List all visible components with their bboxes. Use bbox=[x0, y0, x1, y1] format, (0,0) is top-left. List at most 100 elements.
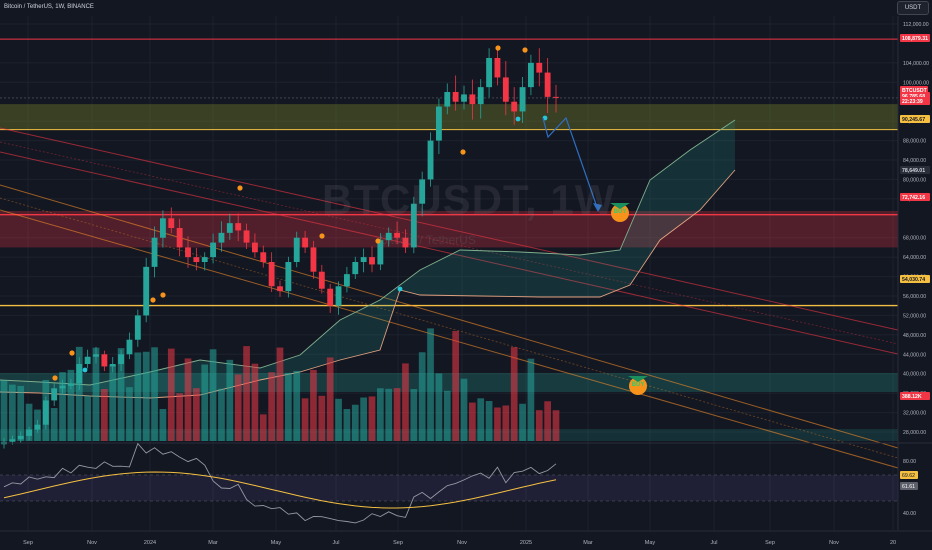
candle bbox=[201, 252, 208, 271]
volume-bar bbox=[318, 395, 326, 441]
time-tick-label: Mar bbox=[208, 540, 218, 546]
price-label-bg bbox=[900, 34, 930, 42]
candle-body bbox=[126, 339, 133, 355]
rsi-tick-label: 80.00 bbox=[903, 459, 916, 465]
price-tick-label: 68,000.00 bbox=[903, 236, 926, 242]
volume-bar bbox=[385, 388, 393, 441]
volume-bar bbox=[427, 328, 434, 441]
candle-body bbox=[42, 400, 49, 425]
channel-line bbox=[0, 151, 899, 355]
volume-bar bbox=[368, 396, 376, 441]
candle bbox=[452, 75, 459, 111]
candles[interactable] bbox=[1, 48, 559, 449]
volume-bar bbox=[351, 404, 359, 441]
volume-bar bbox=[234, 374, 242, 441]
volume-bar bbox=[243, 346, 250, 441]
time-tick-label: Mar bbox=[583, 540, 593, 546]
candle-body bbox=[277, 286, 283, 292]
cloud-span-a bbox=[0, 119, 736, 386]
demand-zone-lower bbox=[0, 373, 898, 392]
candle-body bbox=[201, 257, 208, 262]
price-label-resistance: 72,742.16 bbox=[900, 193, 930, 201]
candle-body bbox=[218, 232, 225, 243]
volume-bar bbox=[167, 348, 175, 441]
time-tick-label: Nov bbox=[829, 540, 839, 546]
volume-bar bbox=[50, 408, 58, 441]
candle bbox=[369, 246, 375, 273]
volume-bar bbox=[510, 347, 518, 441]
time-tick-label: 20 bbox=[890, 540, 896, 546]
rsi-label-bg bbox=[900, 471, 918, 479]
orange-dot bbox=[69, 350, 75, 356]
candle bbox=[176, 218, 183, 257]
candle-body bbox=[293, 237, 300, 262]
price-label-text: 108,879.31 bbox=[902, 36, 928, 42]
candle bbox=[235, 213, 242, 242]
chart-title: Bitcoin / TetherUS, 1W, BINANCE bbox=[4, 4, 94, 10]
candle bbox=[486, 48, 493, 98]
candle bbox=[435, 98, 442, 154]
candle bbox=[427, 132, 434, 187]
orange-dot bbox=[522, 47, 528, 53]
candle-body bbox=[394, 232, 401, 238]
volume-bar bbox=[552, 410, 560, 441]
buy-coin bbox=[629, 377, 647, 395]
volume-bar bbox=[9, 384, 16, 441]
volume-bar bbox=[293, 370, 301, 441]
volume-bar bbox=[101, 389, 108, 441]
candle bbox=[553, 84, 559, 113]
candle bbox=[469, 79, 476, 120]
candle bbox=[536, 48, 543, 87]
candle-body bbox=[486, 58, 493, 88]
candle-body bbox=[109, 364, 116, 367]
candle-body bbox=[260, 252, 267, 262]
volume-bar bbox=[67, 369, 75, 441]
candle-body bbox=[377, 240, 384, 265]
volume-bar bbox=[59, 372, 66, 441]
price-label-bg bbox=[900, 97, 930, 105]
candle bbox=[544, 58, 551, 114]
volume-bar bbox=[17, 385, 25, 441]
price-tick-label: 80,000.00 bbox=[903, 177, 926, 183]
volume-bar bbox=[435, 373, 443, 441]
demand-zone-upper bbox=[0, 104, 898, 130]
candle-body bbox=[511, 101, 518, 112]
candle bbox=[310, 240, 317, 279]
rsi-label-text: 69.62 bbox=[902, 473, 915, 479]
time-tick-label: May bbox=[271, 540, 282, 546]
candle bbox=[318, 264, 325, 294]
buy-badges: BUY BUY bbox=[610, 203, 648, 395]
price-tick-label: 84,000.00 bbox=[903, 158, 926, 164]
candle-body bbox=[477, 87, 484, 105]
price-label-text: 78,649.01 bbox=[902, 168, 925, 174]
price-label-text: 72,742.16 bbox=[902, 195, 925, 201]
candle-body bbox=[143, 266, 150, 316]
candle bbox=[193, 247, 200, 271]
price-tick-label: 104,000.00 bbox=[903, 61, 929, 67]
price-tick-label: 44,000.00 bbox=[903, 352, 926, 358]
zones bbox=[0, 38, 898, 441]
volume-bar bbox=[535, 410, 543, 441]
time-tick-label: May bbox=[645, 540, 656, 546]
candle bbox=[293, 231, 300, 268]
buy-label: BUY bbox=[632, 382, 645, 388]
volume-bar bbox=[276, 347, 284, 441]
volume-bar bbox=[285, 372, 292, 441]
volume-bar bbox=[443, 390, 451, 441]
volume-bar bbox=[460, 378, 468, 441]
price-label-text: 54,030.74 bbox=[902, 277, 925, 283]
candle bbox=[42, 396, 49, 430]
volume-bar bbox=[117, 348, 125, 441]
candle-body bbox=[494, 58, 501, 78]
candle bbox=[159, 210, 166, 248]
candle-body bbox=[419, 179, 426, 204]
volume-bar bbox=[134, 352, 142, 441]
candle bbox=[402, 229, 409, 254]
candle bbox=[226, 213, 233, 240]
currency-button[interactable]: USDT bbox=[897, 1, 929, 15]
volume-bar bbox=[326, 357, 334, 441]
price-tick-label: 56,000.00 bbox=[903, 294, 926, 300]
volume-bar bbox=[176, 393, 183, 441]
channel-line bbox=[0, 184, 899, 449]
